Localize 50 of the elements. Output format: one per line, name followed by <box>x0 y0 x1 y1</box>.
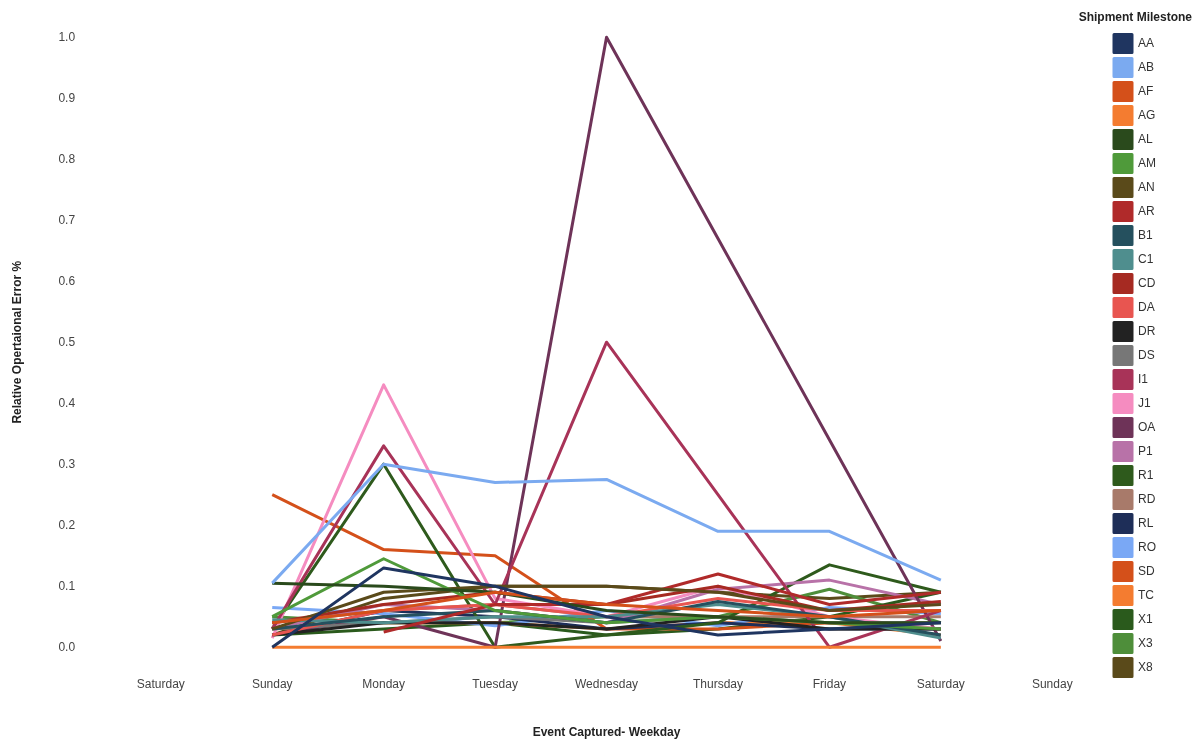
legend-label: P1 <box>1138 443 1153 458</box>
legend-label: J1 <box>1138 395 1151 410</box>
legend-label: SD <box>1138 563 1155 578</box>
y-tick-label: 0.5 <box>58 334 76 349</box>
legend-label: AA <box>1138 35 1155 50</box>
x-tick-label: Thursday <box>692 676 743 691</box>
legend-title: Shipment Milestone <box>1078 10 1193 25</box>
x-tick-label: Tuesday <box>472 676 518 691</box>
legend-label: DA <box>1138 299 1155 314</box>
y-tick-label: 0.2 <box>58 517 76 532</box>
y-tick-label: 0.0 <box>58 639 76 654</box>
legend-label: AG <box>1138 107 1156 122</box>
legend-label: RO <box>1138 539 1156 554</box>
y-tick-label: 0.4 <box>58 395 76 410</box>
legend-label: X3 <box>1138 635 1153 650</box>
legend-label: CD <box>1138 275 1156 290</box>
y-tick-label: 0.9 <box>58 90 76 105</box>
legend-label: AB <box>1138 59 1155 74</box>
legend-label: DS <box>1138 347 1155 362</box>
x-tick-label: Saturday <box>916 676 965 691</box>
legend-label: X8 <box>1138 659 1153 674</box>
legend-label: TC <box>1138 587 1155 602</box>
x-tick-label: Sunday <box>251 676 293 691</box>
y-axis-title: Relative Opertaional Error % <box>9 260 24 424</box>
y-tick-label: 0.3 <box>58 456 76 471</box>
x-tick-label: Saturday <box>136 676 185 691</box>
legend-label: AF <box>1138 83 1154 98</box>
x-tick-label: Friday <box>812 676 847 691</box>
legend-label: AR <box>1138 203 1155 218</box>
legend-label: C1 <box>1138 251 1154 266</box>
legend-label: OA <box>1138 419 1156 434</box>
legend-label: AN <box>1138 179 1155 194</box>
legend-label: RD <box>1138 491 1156 506</box>
y-tick-label: 0.8 <box>58 151 76 166</box>
x-tick-label: Sunday <box>1031 676 1073 691</box>
x-tick-label: Wednesday <box>574 676 639 691</box>
legend-label: X1 <box>1138 611 1153 626</box>
legend-label: AL <box>1138 131 1153 146</box>
legend-label: B1 <box>1138 227 1153 242</box>
x-axis-title: Event Captured- Weekday <box>532 725 681 740</box>
y-tick-label: 0.1 <box>58 578 76 593</box>
y-tick-label: 0.7 <box>58 212 76 227</box>
legend-label: R1 <box>1138 467 1154 482</box>
legend-label: RL <box>1138 515 1154 530</box>
legend-label: I1 <box>1138 371 1149 386</box>
legend-label: AM <box>1138 155 1156 170</box>
legend-label: DR <box>1138 323 1156 338</box>
y-tick-label: 1.0 <box>58 29 76 44</box>
y-tick-label: 0.6 <box>58 273 76 288</box>
x-tick-label: Monday <box>362 676 406 691</box>
